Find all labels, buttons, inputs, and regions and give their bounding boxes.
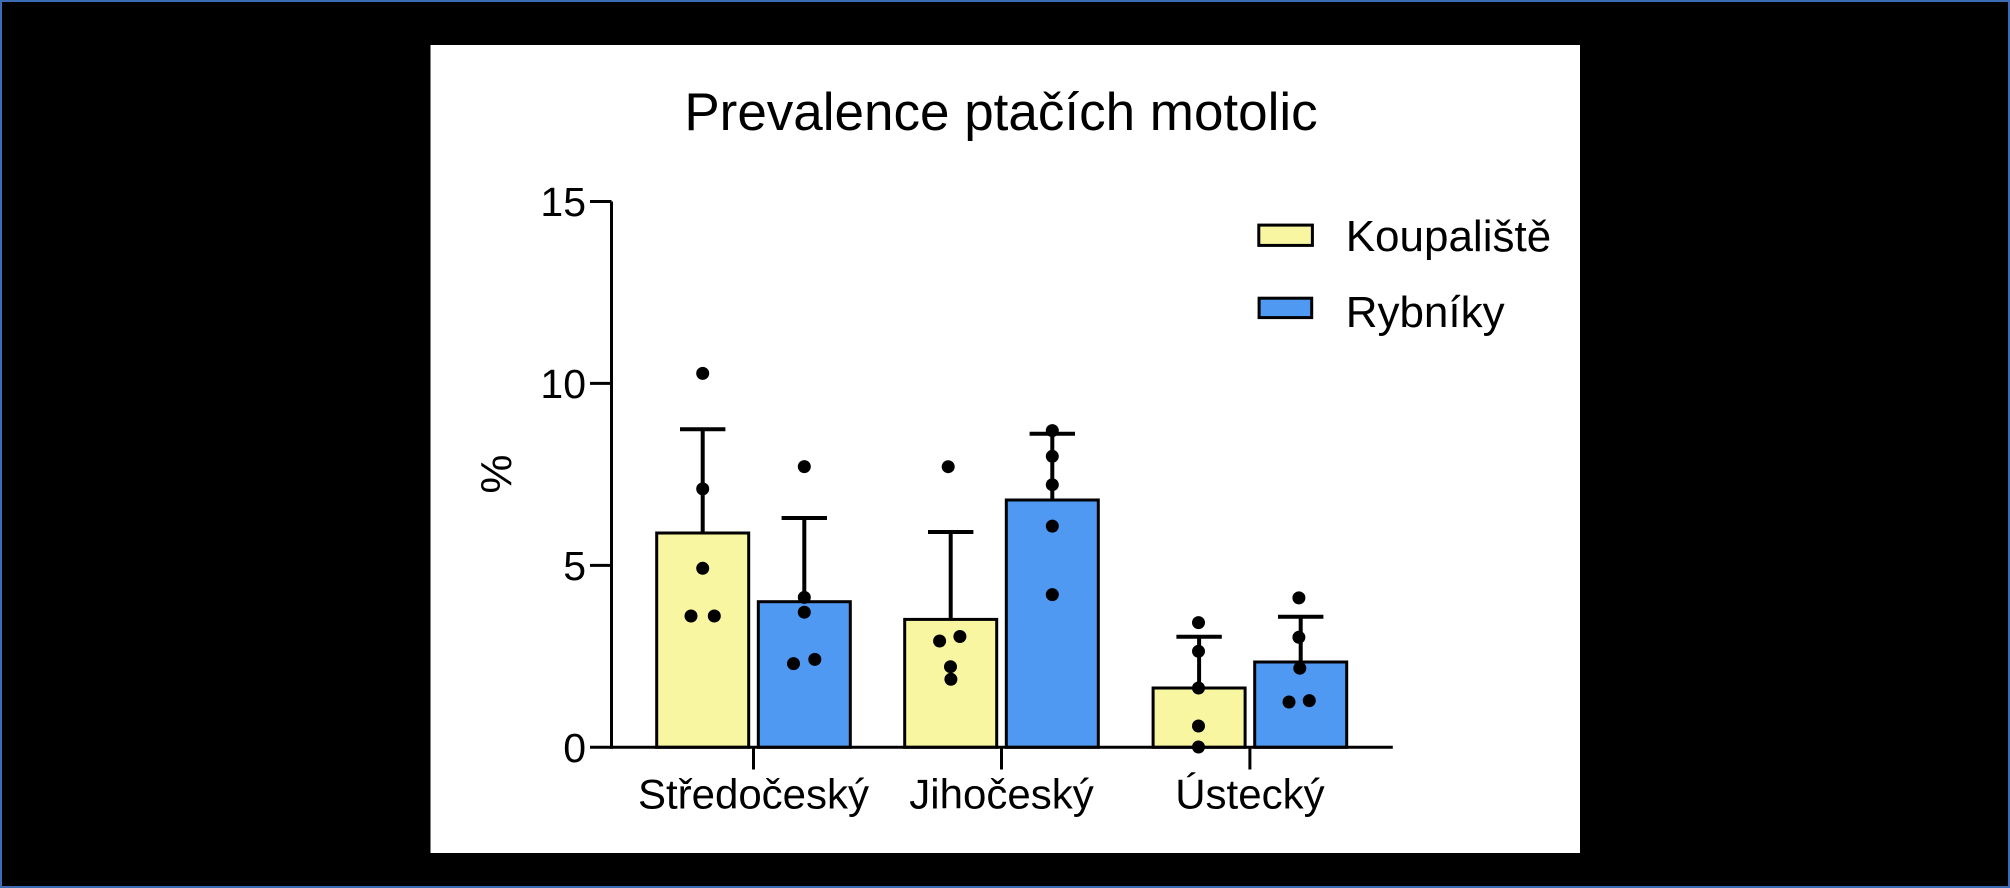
svg-text:5: 5 [563, 543, 586, 589]
svg-text:Středočeský: Středočeský [638, 771, 869, 818]
svg-text:Jihočeský: Jihočeský [909, 771, 1093, 818]
svg-text:10: 10 [540, 361, 586, 407]
svg-text:Koupaliště: Koupaliště [1346, 212, 1551, 261]
svg-text:0: 0 [563, 725, 586, 771]
svg-text:Prevalence ptačích motolic: Prevalence ptačích motolic [684, 83, 1317, 142]
svg-text:Rybníky: Rybníky [1346, 288, 1505, 337]
svg-text:15: 15 [540, 179, 586, 225]
svg-text:%: % [472, 454, 521, 493]
svg-text:Ústecký: Ústecký [1175, 771, 1324, 818]
